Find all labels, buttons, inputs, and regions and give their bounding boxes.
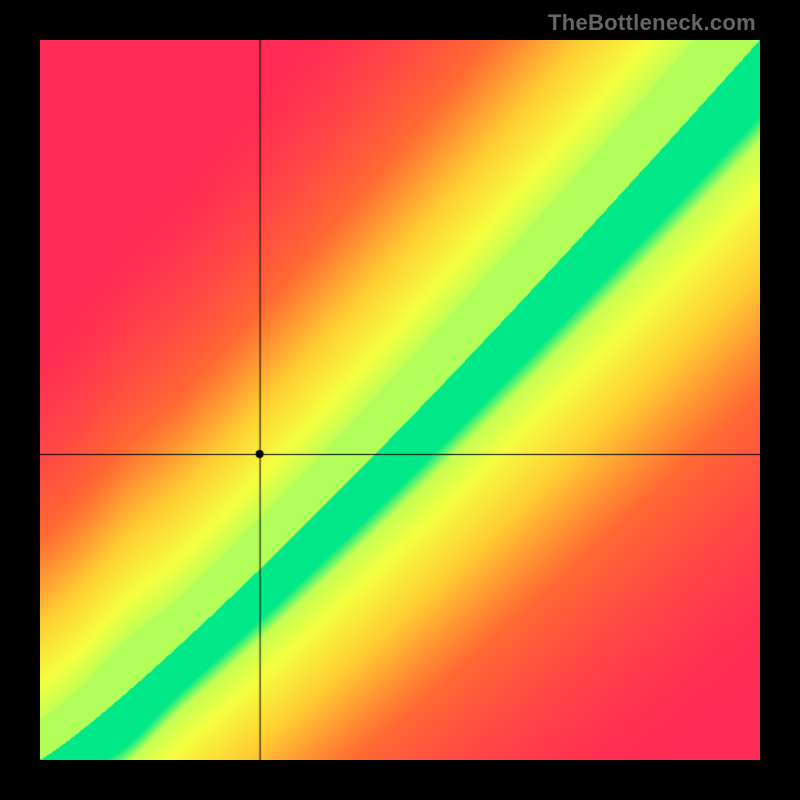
bottleneck-heatmap [40, 40, 760, 760]
watermark-text: TheBottleneck.com [548, 10, 756, 36]
